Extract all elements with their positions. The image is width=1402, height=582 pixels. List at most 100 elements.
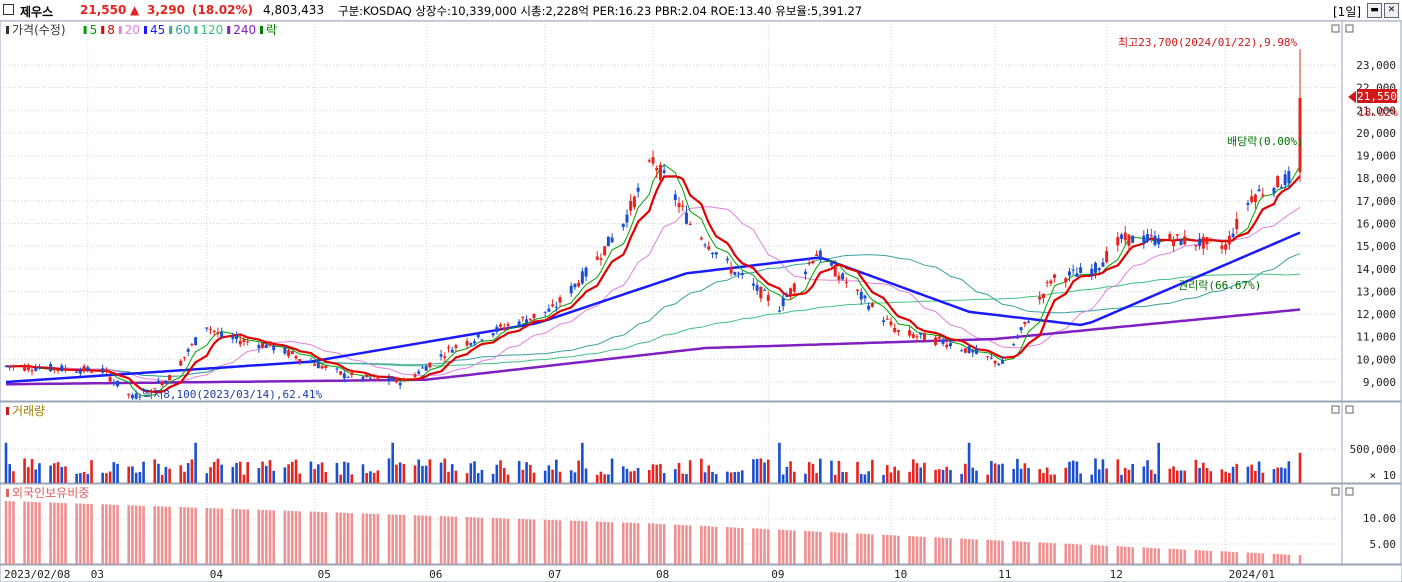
candle-body [658,164,662,181]
foreign-ownership-bar [960,538,963,564]
volume-bar [528,465,532,483]
candle-body [1272,188,1276,194]
foreign-ownership-bar [491,517,495,564]
period-selector[interactable]: [1일] [1333,5,1362,19]
candle-body [785,295,789,297]
candle-body [1023,321,1027,325]
foreign-ownership-bar [997,540,1001,564]
candle-body [532,313,536,319]
volume-bar [1276,467,1279,483]
x-tick-label: 12 [1110,568,1123,581]
foreign-ownership-bar [216,508,220,564]
candle-body [599,258,603,260]
foreign-ownership-bar [1172,548,1175,564]
foreign-ownership-bar [82,503,86,564]
candle-body [238,340,242,345]
foreign-ownership-bar [830,532,833,564]
candle-body [934,337,938,345]
volume-bar [1228,473,1231,483]
candle-body [1198,238,1202,246]
foreign-ownership-bar [339,512,342,564]
candle-body [908,330,912,336]
volume-bar [677,462,681,483]
foreign-ownership-bar [1012,541,1015,564]
candle-body [4,365,8,367]
current-pct-tag-text: 18.02% [1358,106,1398,119]
x-tick-label: 03 [91,568,104,581]
foreign-ownership-bar [421,515,424,564]
volume-bar [607,474,610,483]
foreign-ownership-bar [815,531,818,564]
y-tick-label: 12,000 [1356,308,1396,321]
foreign-ownership-bar [1068,543,1071,564]
legend-swatch [6,26,9,34]
foreign-ownership-bar [990,540,993,564]
checkbox-icon[interactable] [3,4,14,15]
candle-body [361,376,365,380]
foreign-ownership-bar [4,501,8,564]
foreign-ownership-bar [700,525,703,564]
candle-body [811,261,815,264]
candle-body [90,372,94,374]
foreign-ownership-bar [819,531,822,564]
volume-bar [766,459,770,483]
foreign-ownership-bar [1079,544,1082,564]
candle-body [677,203,681,208]
candle-body [368,377,372,379]
candle-body [1015,336,1019,339]
price-pane [0,21,1343,402]
candle-body [610,237,614,243]
foreign-ownership-bar [938,537,941,564]
candle-body [885,318,889,320]
volume-bar [911,459,915,483]
volume-bar [859,473,863,483]
volume-bar [1042,473,1045,483]
volume-bar [56,462,60,483]
candle-body [153,388,157,390]
candle-body [142,388,146,391]
volume-bar [945,466,949,483]
candle-body [1157,238,1161,245]
candle-body [829,262,833,266]
foreign-ownership-bar [1090,544,1094,564]
volume-bar [324,472,328,483]
candle-body [733,271,737,275]
candle-body [476,333,480,338]
candle-body [1049,280,1053,284]
candle-body [1001,360,1005,364]
volume-bar [971,467,975,483]
foreign-ownership-bar [168,506,171,564]
foreign-ownership-bar [376,514,380,564]
volume-bar [287,464,290,483]
candle-body [651,157,655,164]
candle-body [1279,186,1283,188]
candle-body [164,380,168,384]
volume-bar [811,463,815,483]
foreign-ownership-bar [469,517,473,564]
foreign-ownership-bar [369,513,372,564]
volume-bar [923,462,926,483]
candle-body [37,367,41,369]
candle-body [989,357,993,359]
foreign-ownership-bar [1250,552,1253,564]
foreign-ownership-bar [361,513,365,564]
minimize-button[interactable]: ▬ [1367,3,1382,18]
foreign-ownership-bar [1280,554,1283,564]
volume-bar [897,470,900,483]
foreign-ownership-bar [186,507,190,564]
candle-body [621,223,625,228]
foreign-ownership-bar [603,521,606,564]
foreign-ownership-bar [1183,549,1187,564]
volume-bar [491,473,495,483]
volume-bar [205,473,209,483]
close-button[interactable]: ✕ [1384,3,1399,18]
candle-body [986,356,990,358]
volume-bar [1012,468,1015,483]
candle-body [446,347,450,349]
foreign-ownership-bar [495,518,499,564]
foreign-ownership-bar [941,537,945,564]
candle-body [1116,236,1120,246]
volume-bar [700,458,703,483]
volume-bar [116,463,119,483]
candle-body [577,282,581,287]
